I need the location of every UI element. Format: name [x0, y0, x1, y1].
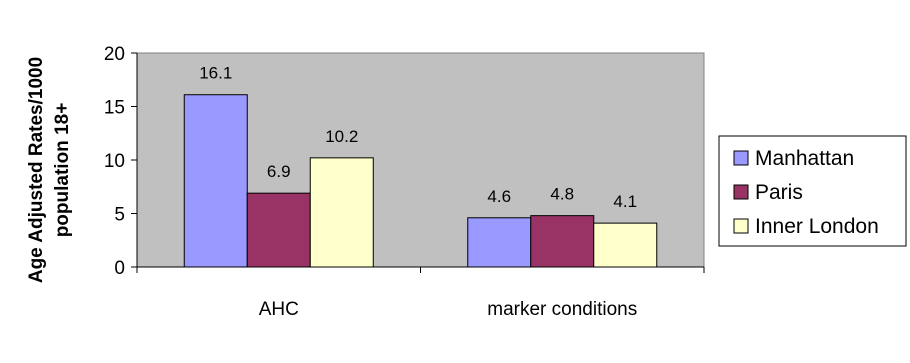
y-tick-label: 10: [104, 151, 125, 172]
x-axis: AHC marker conditions: [136, 266, 705, 320]
y-axis: 0 5 10 15 20: [104, 44, 138, 279]
data-labels-group: 16.1 6.9 10.2 4.6 4.8 4.1: [199, 64, 637, 211]
legend-label: Manhattan: [755, 147, 854, 170]
legend-swatch: [733, 150, 749, 166]
data-label: 4.1: [613, 192, 637, 211]
data-label: 4.6: [487, 187, 511, 206]
legend-box: [718, 135, 907, 247]
y-axis-label: Age Adjusted Rates/1000 population 18+: [26, 57, 73, 283]
bar: [467, 217, 532, 268]
legend-label: Inner London: [755, 215, 879, 238]
legend-label: Paris: [755, 181, 803, 204]
bar: [530, 215, 595, 268]
y-tick-label: 0: [114, 258, 125, 279]
data-label: 6.9: [267, 162, 291, 181]
legend: Manhattan Paris Inner London: [718, 135, 907, 247]
y-tick-label: 15: [104, 98, 125, 119]
data-label: 4.8: [550, 185, 574, 204]
y-axis-label-line2: population 18+: [52, 103, 73, 238]
legend-swatch: [733, 184, 749, 200]
bar: [183, 94, 248, 268]
bars-group: [183, 94, 658, 268]
data-label: 10.2: [325, 127, 358, 146]
legend-swatch: [733, 218, 749, 234]
data-label: 16.1: [199, 64, 232, 83]
y-axis-label-line1: Age Adjusted Rates/1000: [26, 57, 47, 283]
bar: [309, 157, 374, 268]
bar: [593, 222, 658, 268]
y-tick-label: 20: [104, 44, 125, 65]
y-tick-label: 5: [114, 205, 125, 226]
x-tick-label: AHC: [259, 299, 299, 320]
x-tick-label: marker conditions: [487, 299, 637, 320]
bar: [246, 192, 311, 268]
